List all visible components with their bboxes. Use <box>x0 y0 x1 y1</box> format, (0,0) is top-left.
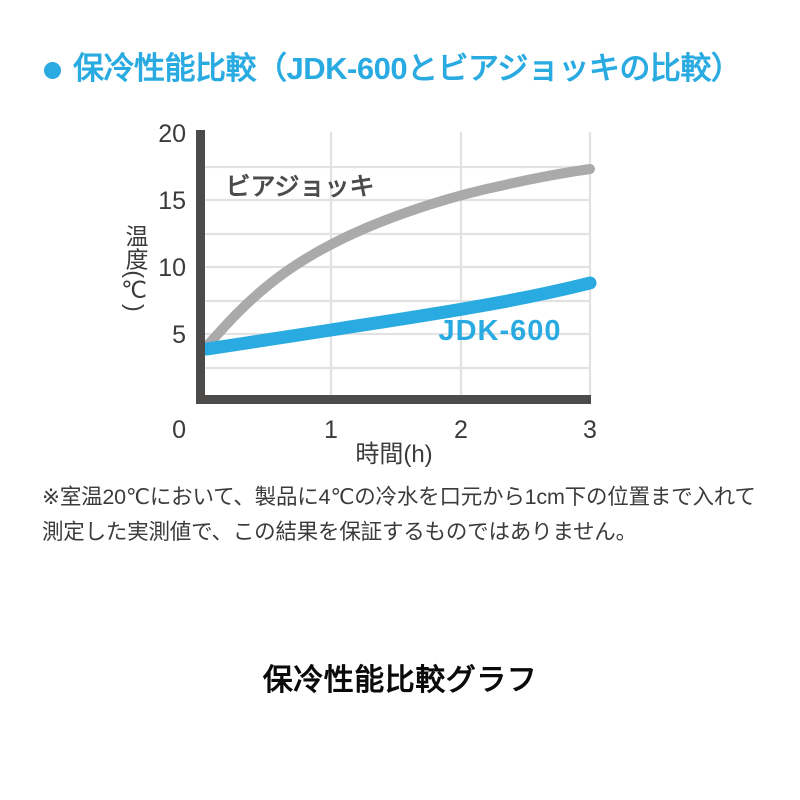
horizontal-gridlines <box>201 165 591 370</box>
y-tick-10: 10 <box>158 254 186 282</box>
y-tick-15: 15 <box>158 187 186 215</box>
x-tick-labels: 1 2 3 <box>324 416 597 444</box>
page-title-text: 保冷性能比較（JDK-600とビアジョッキの比較） <box>73 51 742 86</box>
series-line-beer-mug <box>202 164 595 351</box>
y-tick-0: 0 <box>172 416 186 444</box>
chart-caption: 保冷性能比較グラフ <box>262 664 538 697</box>
y-tick-5: 5 <box>172 321 186 349</box>
x-axis-label: 時間(h) <box>355 441 432 468</box>
vertical-gridlines <box>329 132 592 402</box>
x-tick-1: 1 <box>324 416 338 444</box>
series-label-jdk600: JDK-600 <box>438 315 561 347</box>
series-line-jdk600 <box>200 276 597 356</box>
y-axis-label: 温度(℃) <box>122 224 149 311</box>
cooling-performance-chart: 20 15 10 5 0 1 2 3 時間(h) 温度(℃) ビアジョッキ JD… <box>0 110 800 470</box>
chart-svg: 20 15 10 5 0 1 2 3 時間(h) 温度(℃) ビアジョッキ JD… <box>122 120 597 468</box>
footnote-text: ※室温20℃において、製品に4℃の冷水を口元から1cm下の位置まで入れて 測定し… <box>42 485 756 544</box>
page-title: 保冷性能比較（JDK-600とビアジョッキの比較） <box>44 51 774 86</box>
series-label-beer-mug: ビアジョッキ <box>225 173 374 201</box>
axis-spines <box>196 130 591 404</box>
x-tick-2: 2 <box>454 416 468 444</box>
y-tick-20: 20 <box>158 120 186 148</box>
y-tick-labels: 20 15 10 5 0 <box>158 120 186 444</box>
bullet-icon <box>44 61 61 79</box>
x-tick-3: 3 <box>583 416 597 444</box>
